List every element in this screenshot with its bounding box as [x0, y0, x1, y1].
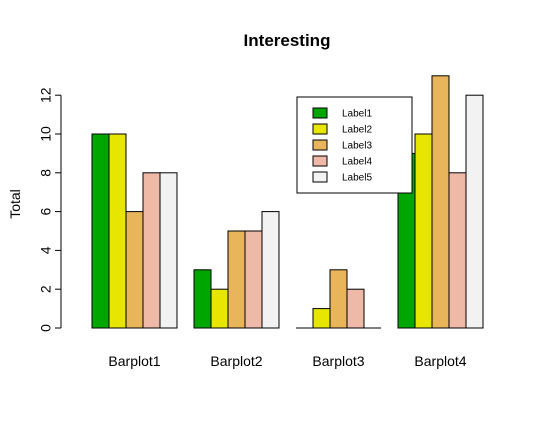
bar-label4-barplot1 [142, 172, 161, 329]
legend-label: Label4 [342, 157, 372, 168]
y-tick-label: 6 [38, 207, 54, 215]
bar-label3-barplot1 [125, 211, 144, 329]
bar-label2-barplot4 [414, 133, 433, 329]
bar-label4-barplot4 [448, 172, 467, 329]
y-tick-label: 0 [38, 324, 54, 332]
chart-title: Interesting [244, 31, 331, 50]
legend-swatch [312, 171, 328, 183]
bar-label3-barplot4 [431, 75, 450, 329]
legend-label: Label5 [342, 173, 372, 184]
bar-label5-barplot1 [159, 172, 178, 329]
y-tick-label: 2 [38, 285, 54, 293]
bar-label5-barplot4 [465, 94, 484, 329]
y-tick-label: 12 [38, 87, 54, 103]
bar-label1-barplot1 [91, 133, 110, 329]
legend-swatch [312, 155, 328, 167]
bar-label2-barplot2 [210, 288, 229, 329]
y-axis: 0 2 4 6 8 10 12 [38, 87, 62, 332]
legend-swatch [312, 139, 328, 151]
category-label: Barplot1 [108, 353, 160, 369]
bar-label2-barplot1 [108, 133, 127, 329]
legend-label: Label3 [342, 141, 372, 152]
category-label: Barplot3 [312, 353, 364, 369]
bar-label1-barplot2 [193, 269, 212, 329]
bar-label5-barplot2 [261, 211, 280, 329]
category-label: Barplot4 [414, 353, 466, 369]
legend-label: Label1 [342, 109, 372, 120]
legend-swatch [312, 107, 328, 119]
bar-label2-barplot3 [312, 308, 331, 329]
y-axis-label: Total [7, 189, 23, 219]
category-label: Barplot2 [210, 353, 262, 369]
legend: Label1 Label2 Label3 Label4 Label5 [296, 96, 413, 194]
bar-label4-barplot3 [346, 288, 365, 329]
legend-swatch [312, 123, 328, 135]
bars [91, 75, 484, 329]
bar-label3-barplot3 [329, 269, 348, 329]
category-labels: Barplot1 Barplot2 Barplot3 Barplot4 [108, 353, 466, 369]
bar-label4-barplot2 [244, 230, 263, 329]
bar-label3-barplot2 [227, 230, 246, 329]
y-tick-label: 4 [38, 246, 54, 254]
y-tick-label: 8 [38, 169, 54, 177]
legend-label: Label2 [342, 125, 372, 136]
y-tick-label: 10 [38, 126, 54, 142]
